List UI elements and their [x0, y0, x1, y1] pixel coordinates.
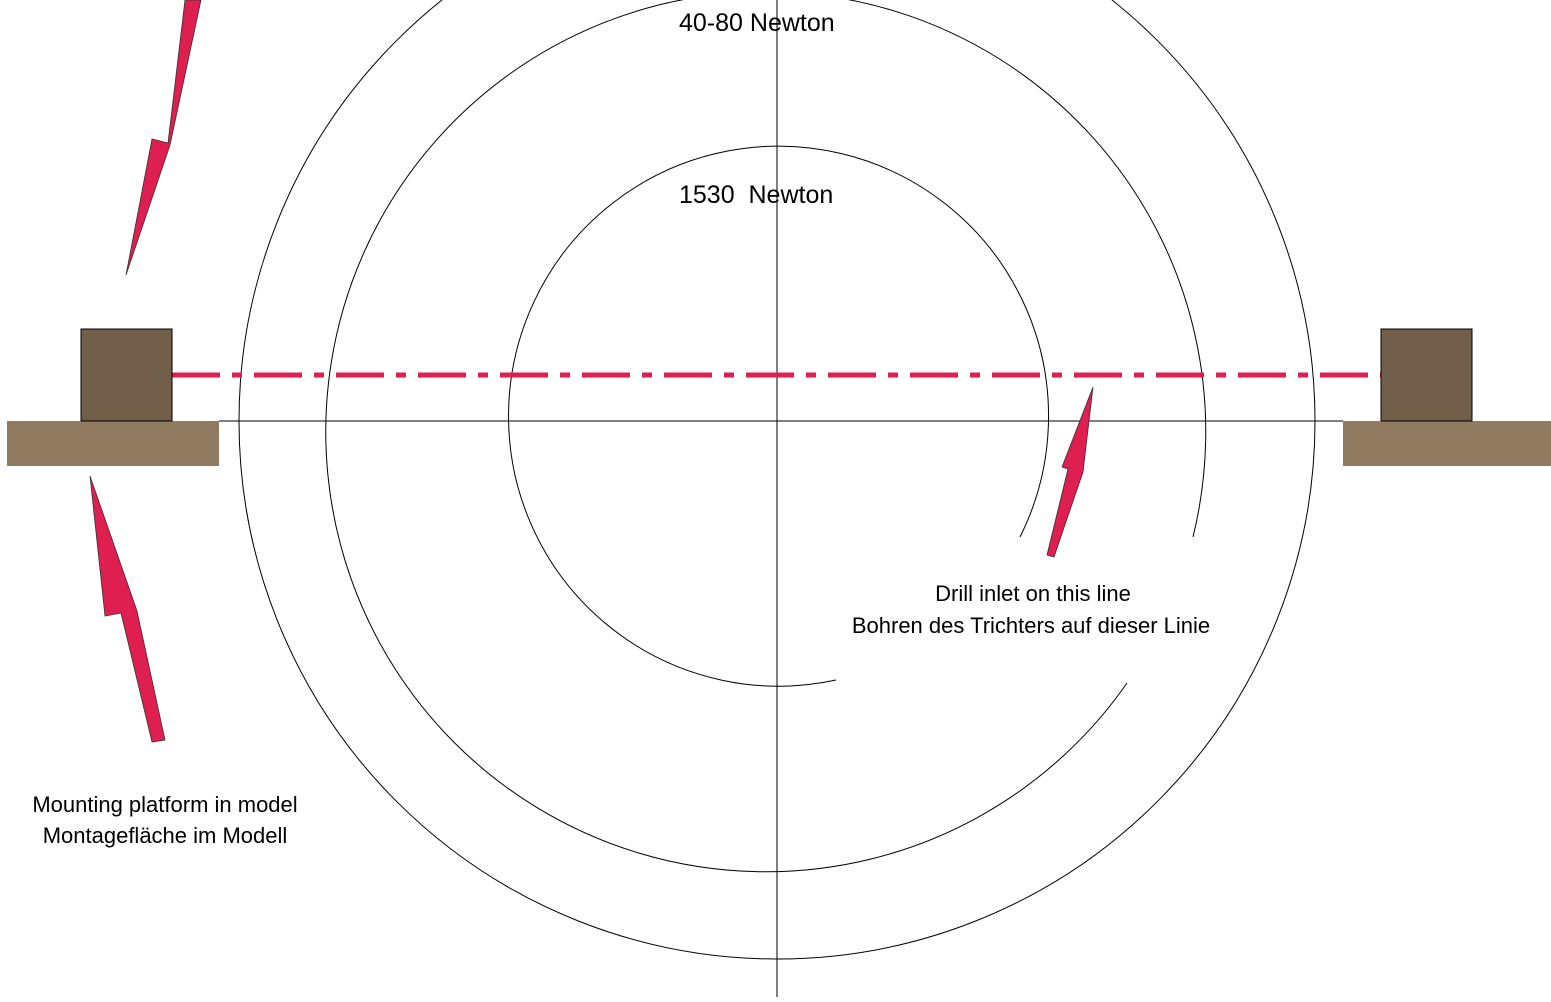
inner-force-label: 1530 Newton: [679, 181, 833, 209]
mounting-label-en: Mounting platform in model: [32, 792, 297, 817]
bottom-left-arrow: [89, 475, 166, 743]
outer-force-label: 40-80 Newton: [679, 9, 835, 37]
right-base-plate: [1343, 421, 1551, 466]
drill-line-label-de: Bohren des Trichters auf dieser Linie: [852, 613, 1210, 638]
left-base-plate: [7, 421, 219, 466]
drill-line-label-en: Drill inlet on this line: [935, 581, 1131, 606]
inner-circle-arc: [508, 145, 1050, 687]
right-mount-block: [1380, 328, 1473, 422]
mounting-label-de: Montagefläche im Modell: [43, 823, 288, 848]
top-left-arrow: [125, 0, 202, 276]
drill-indicator-arrow: [1046, 386, 1094, 558]
middle-circle-arc: [325, 0, 1207, 873]
left-mount-block: [80, 328, 173, 422]
